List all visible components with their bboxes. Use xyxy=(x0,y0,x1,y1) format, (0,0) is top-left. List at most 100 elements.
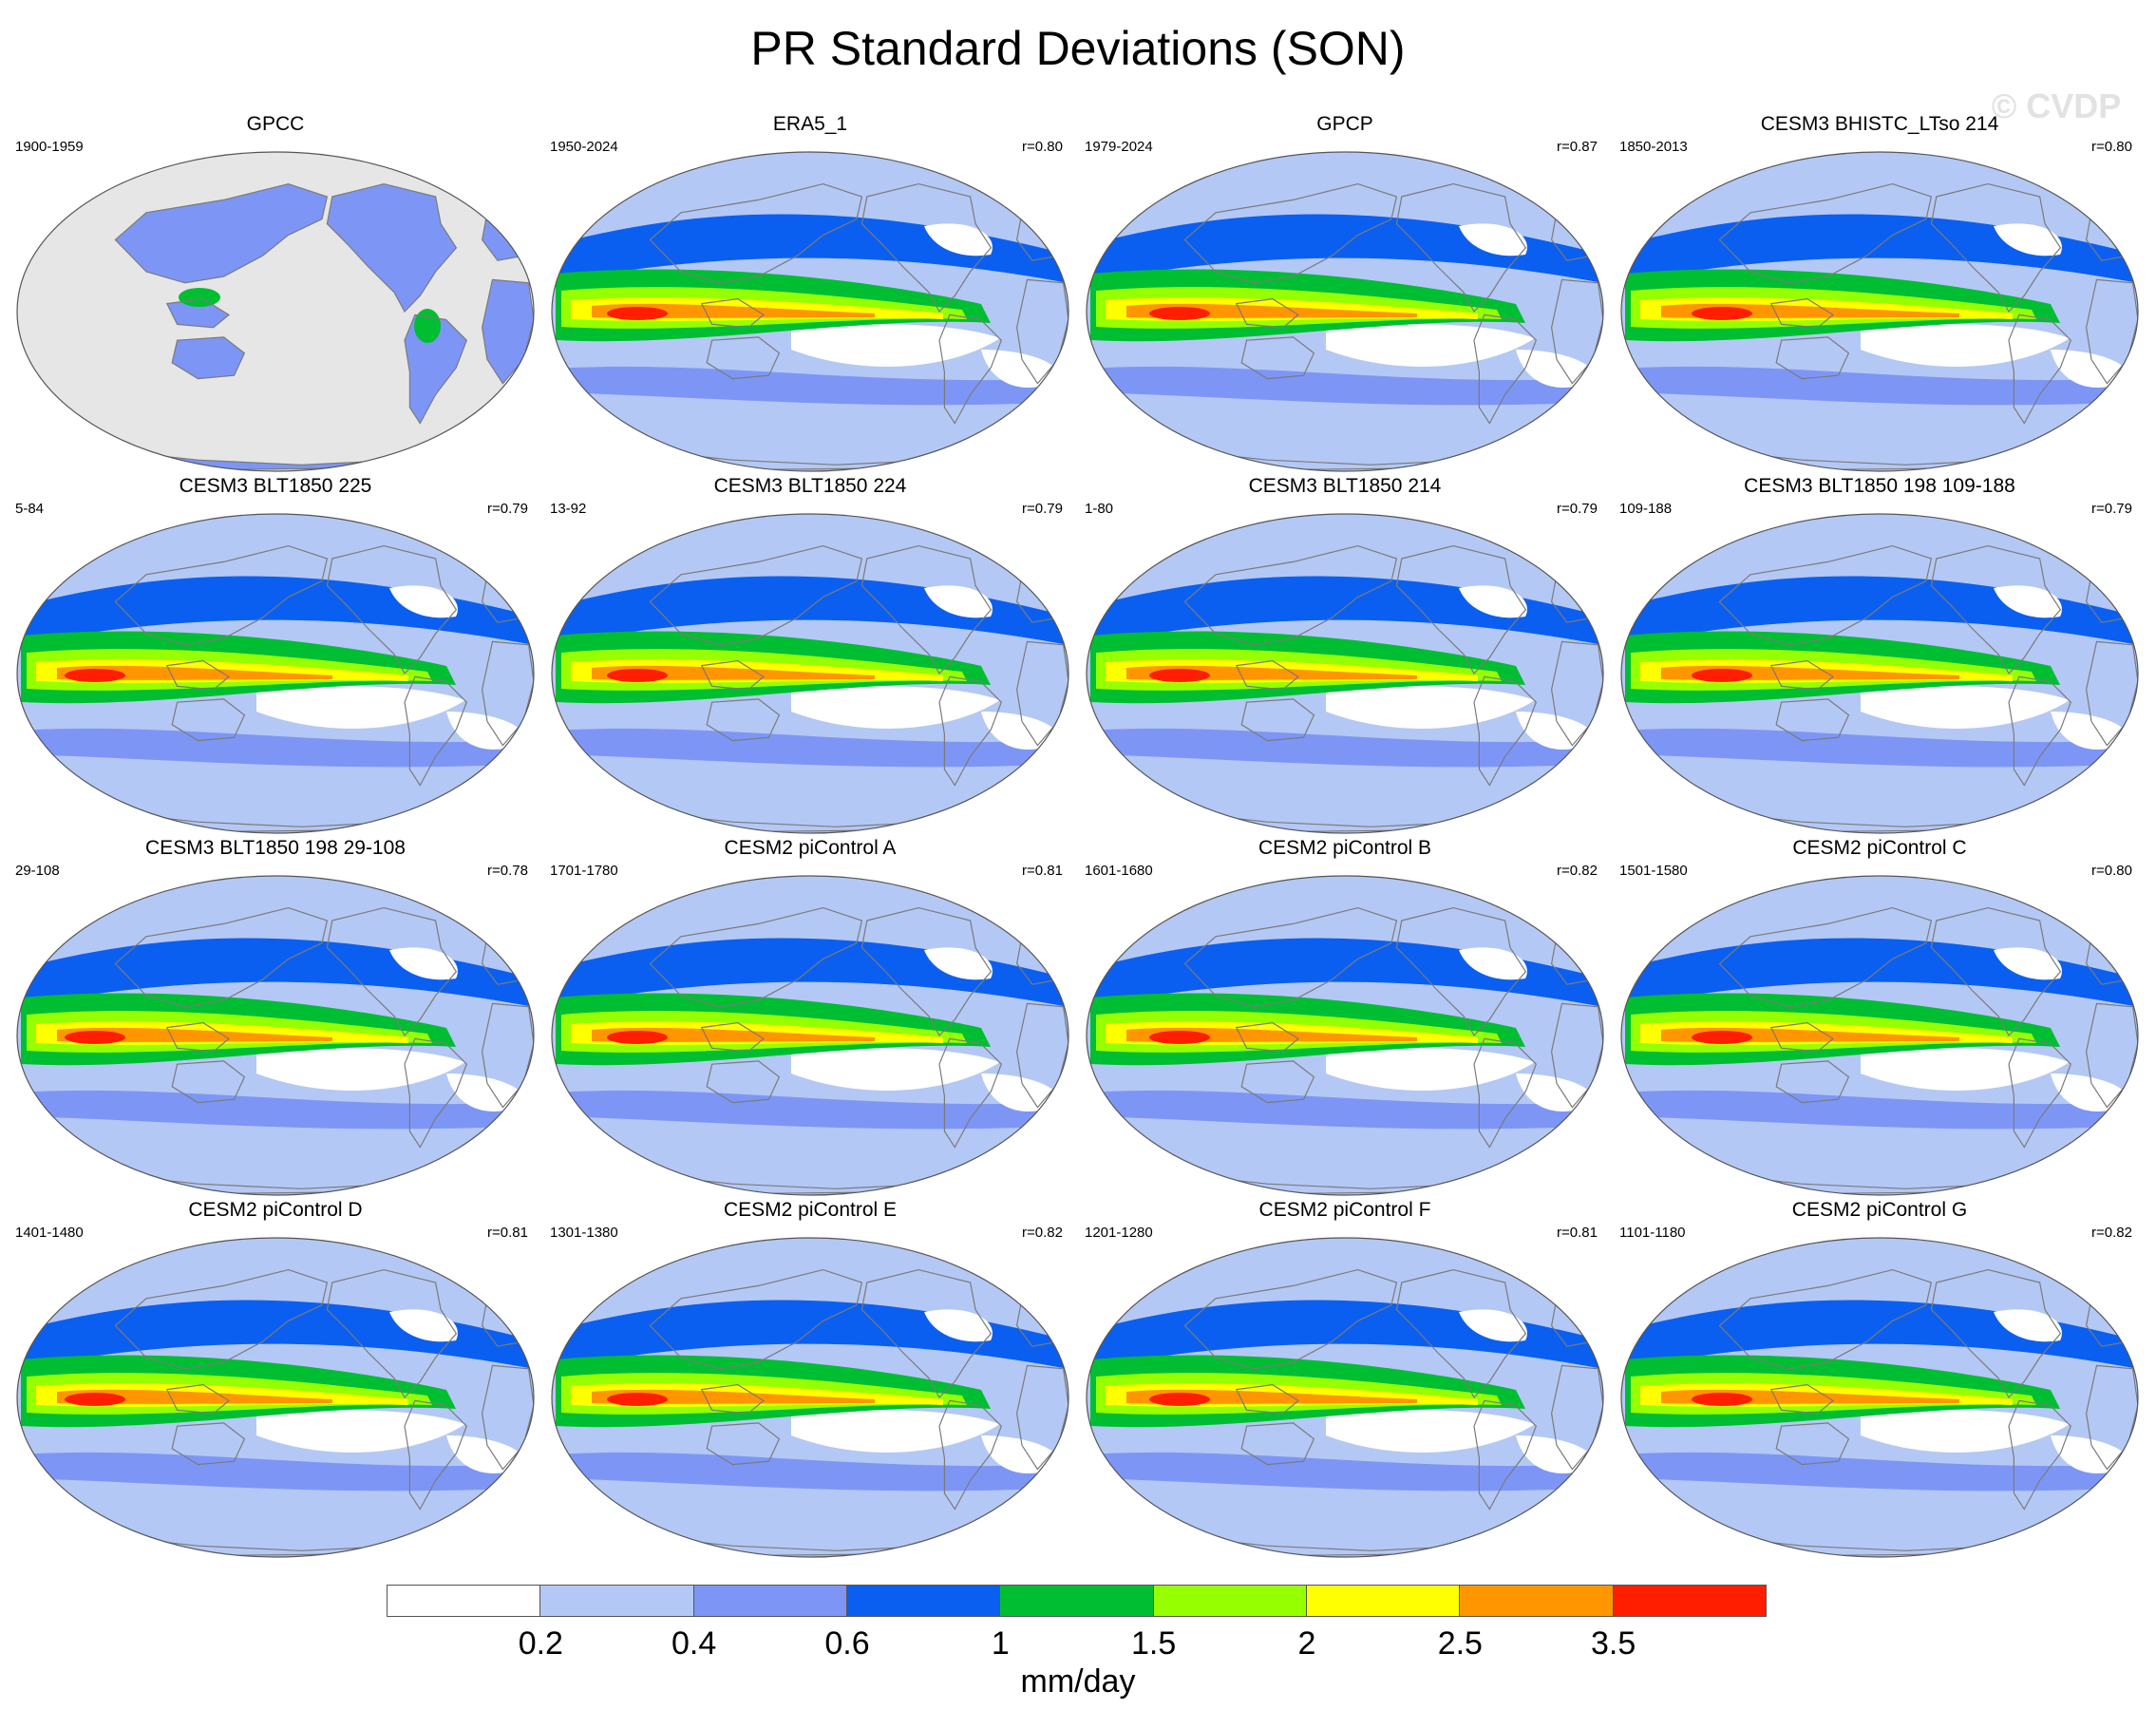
precip-std-map xyxy=(16,513,535,834)
panel-correlation: r=0.82 xyxy=(1022,1225,1063,1241)
panel-title: CESM3 BLT1850 224 xyxy=(713,475,907,497)
storm-track-south xyxy=(552,366,1069,406)
land-north-america-coastline xyxy=(861,182,993,314)
land-north-america-fill xyxy=(327,183,457,312)
map-panel: CESM3 BLT1850 225 5-84 r=0.79 xyxy=(9,474,541,835)
land-africa-coastline xyxy=(1015,1002,1069,1109)
precip-std-map xyxy=(1086,1237,1604,1558)
land-australia-coastline xyxy=(706,698,781,742)
land-south-america-coastline xyxy=(404,1399,467,1510)
land-australia-coastline xyxy=(1775,698,1850,742)
variance-maximum xyxy=(1692,1393,1752,1406)
dry-zone-north-atlantic xyxy=(1994,1309,2062,1342)
land-australia-fill xyxy=(172,336,245,379)
panel-period: 13-92 xyxy=(550,501,587,517)
map-panel: GPCP 1979-2024 r=0.87 xyxy=(1079,112,1611,473)
precip-std-map xyxy=(551,151,1069,472)
land-eurasia-coastline xyxy=(114,906,329,1008)
map-border xyxy=(1086,1237,1604,1558)
land-eurasia-coastline xyxy=(1183,1268,1398,1370)
colorbar-swatch xyxy=(846,1585,1001,1617)
land-north-america-coastline xyxy=(861,1268,993,1399)
land-africa-fill xyxy=(482,279,534,384)
storm-track-south xyxy=(1621,1452,2138,1492)
dry-zone-southeast-pacific xyxy=(1326,1048,1535,1091)
land-south-america-coastline xyxy=(2008,1037,2071,1149)
land-australia-coastline xyxy=(706,1422,781,1466)
dry-zone-southeast-pacific xyxy=(1326,324,1535,367)
land-north-america-coastline xyxy=(326,906,458,1037)
map-layer xyxy=(1087,152,1603,471)
panel-correlation: r=0.87 xyxy=(1557,139,1598,155)
map-layer xyxy=(1087,1238,1603,1557)
map-border xyxy=(16,875,535,1196)
variance-maximum xyxy=(607,307,668,320)
land-south-america-coastline xyxy=(938,314,1002,425)
land-north-america-coastline xyxy=(861,906,993,1037)
panel-title: GPCC xyxy=(246,113,305,135)
land-australia-coastline xyxy=(171,336,246,380)
colorbar-tick-label: 3.5 xyxy=(1591,1625,1636,1662)
map-border xyxy=(1086,513,1604,834)
storm-track-south xyxy=(1087,1452,1603,1492)
dry-zone-southeast-pacific xyxy=(1861,324,2070,367)
dry-zone-north-atlantic xyxy=(924,223,993,256)
panel-correlation: r=0.79 xyxy=(1022,501,1063,517)
panel-period: 1601-1680 xyxy=(1085,863,1153,879)
storm-track-south xyxy=(552,1452,1069,1492)
variance-maximum xyxy=(607,1393,668,1406)
panel-period: 1301-1380 xyxy=(550,1225,618,1241)
land-africa-coastline xyxy=(2085,640,2138,747)
variance-maximum xyxy=(607,1031,668,1044)
land-north-america-coastline xyxy=(861,544,993,675)
map-border xyxy=(551,1237,1069,1558)
map-layer xyxy=(552,1238,1069,1557)
watermark: © CVDP xyxy=(1991,86,2122,125)
map-layer xyxy=(17,1238,534,1557)
dry-zone-north-atlantic xyxy=(1994,947,2062,980)
precip-std-map xyxy=(1086,875,1604,1196)
land-eurasia-coastline xyxy=(1718,182,1933,284)
land-africa-coastline xyxy=(2085,1002,2138,1109)
panel-title: CESM2 piControl D xyxy=(188,1199,363,1221)
land-south-america-coastline xyxy=(1473,675,1537,787)
map-panel: CESM2 piControl F 1201-1280 r=0.81 xyxy=(1079,1198,1611,1559)
land-africa-coastline xyxy=(1550,1002,1603,1109)
land-eurasia-coastline xyxy=(1718,1268,1933,1370)
land-eurasia-coastline xyxy=(114,544,329,646)
land-maritime-coastline xyxy=(1769,1383,1835,1415)
panel-period: 1701-1780 xyxy=(550,863,618,879)
map-layer xyxy=(1621,152,2138,471)
colorbar-tick-label: 0.2 xyxy=(518,1625,563,1662)
map-panel: CESM2 piControl E 1301-1380 r=0.82 xyxy=(544,1198,1076,1559)
land-north-america-coastline xyxy=(1930,544,2062,675)
map-border xyxy=(1620,1237,2139,1558)
land-eurasia-coastline xyxy=(1718,544,1933,646)
storm-track-south xyxy=(1087,1090,1603,1130)
map-panel: CESM2 piControl A 1701-1780 r=0.81 xyxy=(544,836,1076,1197)
land-south-america-coastline xyxy=(404,314,467,425)
dry-zone-north-atlantic xyxy=(1459,223,1527,256)
panel-correlation: r=0.82 xyxy=(2091,1225,2132,1241)
panel-correlation: r=0.80 xyxy=(1022,139,1063,155)
map-layer xyxy=(17,514,534,833)
dry-zone-north-atlantic xyxy=(924,947,993,980)
colorbar-tick-label: 1 xyxy=(991,1625,1010,1662)
map-panel: CESM3 BLT1850 198 109-188 109-188 r=0.79 xyxy=(1614,474,2146,835)
panel-period: 29-108 xyxy=(15,863,60,879)
panel-title: ERA5_1 xyxy=(772,113,848,135)
dry-zone-north-atlantic xyxy=(1994,585,2062,618)
colorbar-swatch xyxy=(692,1585,847,1617)
land-eurasia-coastline xyxy=(649,906,863,1008)
land-maritime-coastline xyxy=(165,1021,231,1053)
map-panel: CESM3 BLT1850 198 29-108 29-108 r=0.78 xyxy=(9,836,541,1197)
map-panel: CESM2 piControl D 1401-1480 r=0.81 xyxy=(9,1198,541,1559)
colorbar-swatch xyxy=(1306,1585,1461,1617)
land-maritime-coastline xyxy=(700,1383,766,1415)
storm-track-south xyxy=(1087,728,1603,768)
panel-title: CESM2 piControl B xyxy=(1258,837,1432,859)
precip-std-map xyxy=(1620,513,2139,834)
land-africa-coastline xyxy=(2085,1364,2138,1471)
land-maritime-coastline xyxy=(700,659,766,691)
panel-period: 5-84 xyxy=(15,501,45,517)
